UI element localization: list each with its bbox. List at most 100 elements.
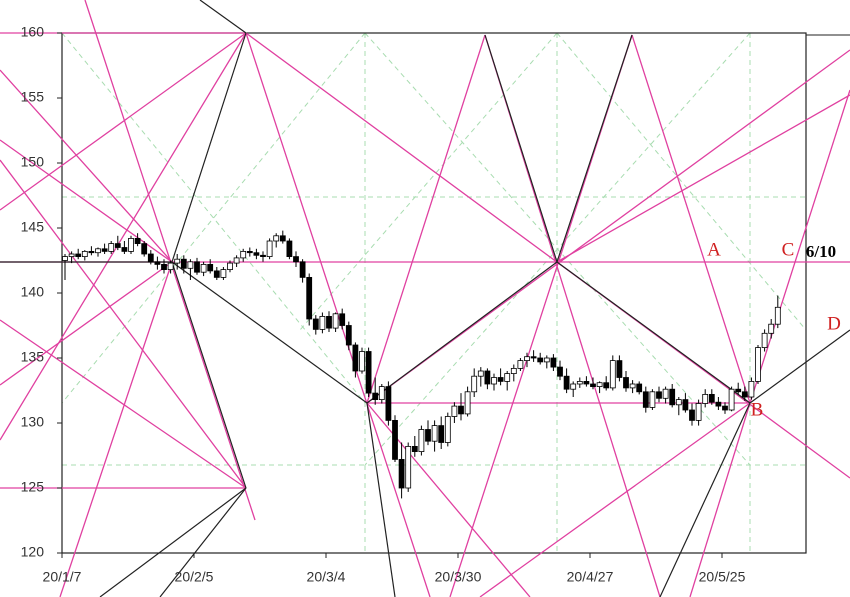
candle-body	[484, 370, 491, 385]
candle-body	[524, 356, 530, 362]
annotation: D	[827, 313, 841, 334]
candle-body	[583, 380, 590, 385]
candle-body	[682, 399, 689, 411]
candle-body	[326, 315, 332, 329]
candle-body	[62, 256, 68, 261]
candle-body	[563, 375, 570, 390]
candle-body	[279, 235, 286, 242]
x-tick-label: 20/3/4	[307, 569, 346, 585]
candle-body	[662, 388, 669, 399]
candle-body	[596, 382, 603, 388]
candle-body	[253, 252, 260, 256]
candle-body	[609, 360, 616, 389]
candle-body	[458, 405, 464, 415]
candle-body	[240, 250, 247, 259]
candle-body	[286, 240, 293, 257]
candle-body	[510, 367, 517, 374]
candle-body	[537, 357, 544, 363]
candle-body	[616, 360, 623, 378]
candle-body	[590, 383, 596, 387]
candle-body	[695, 403, 702, 421]
candle-body	[669, 388, 676, 406]
guide-lines	[61, 32, 807, 553]
candle-body	[774, 306, 781, 325]
candle-body	[451, 405, 458, 417]
candle-body	[715, 401, 722, 407]
candle-body	[299, 261, 306, 278]
candle-body	[273, 235, 280, 242]
candle-body	[623, 377, 629, 389]
candle-body	[405, 445, 412, 489]
candle-body	[748, 380, 755, 398]
candle-body	[431, 425, 438, 442]
candle-body	[372, 392, 379, 401]
y-tick-label: 135	[21, 349, 45, 365]
candle-body	[530, 356, 537, 359]
candle-body	[187, 261, 194, 269]
candle-body	[154, 261, 161, 265]
candle-body	[68, 253, 75, 257]
candle-body	[332, 313, 339, 329]
candle-body	[722, 405, 728, 411]
candle-body	[114, 243, 121, 248]
candle-body	[438, 425, 445, 443]
y-tick-label: 150	[21, 154, 45, 170]
candle-body	[306, 276, 313, 320]
candle-body	[550, 357, 557, 368]
candle-body	[570, 383, 577, 390]
candle-body	[741, 391, 748, 398]
candle-body	[504, 373, 511, 382]
candle-body	[233, 257, 240, 264]
candle-body	[88, 250, 95, 254]
candle-body	[656, 391, 662, 399]
candle-body	[444, 416, 451, 443]
candle-body	[761, 332, 768, 348]
y-tick-label: 160	[21, 24, 45, 40]
candle-body	[207, 263, 214, 272]
y-tick-label: 125	[21, 479, 45, 495]
candle-body	[352, 344, 359, 372]
candle-body	[735, 388, 742, 393]
y-tick-label: 155	[21, 89, 45, 105]
candle-body	[702, 393, 709, 404]
x-tick-label: 20/1/7	[43, 569, 82, 585]
candle-body	[246, 250, 253, 254]
candle-body	[392, 419, 398, 460]
candle-body	[411, 445, 418, 452]
candle-body	[147, 253, 154, 263]
candle-body	[134, 237, 141, 244]
y-tick-label: 140	[21, 284, 45, 300]
x-tick-label: 20/3/30	[435, 569, 482, 585]
candle-body	[576, 380, 583, 385]
candle-body	[128, 237, 134, 252]
candle-body	[312, 318, 319, 330]
plot-frame	[61, 32, 807, 554]
candle-body	[768, 323, 775, 334]
candle-body	[200, 263, 207, 273]
candle-body	[464, 391, 471, 415]
candle-body	[180, 258, 187, 269]
candle-body	[293, 256, 299, 263]
candle-body	[161, 263, 167, 270]
candle-body	[557, 366, 563, 377]
candle-body	[675, 399, 682, 406]
candle-body	[194, 261, 200, 273]
candle-body	[543, 357, 550, 363]
candle-body	[629, 383, 636, 389]
candle-body	[708, 393, 715, 403]
candle-body	[174, 258, 181, 264]
candle-body	[339, 313, 346, 326]
annotation: 6/10	[806, 242, 836, 261]
candle-body	[378, 386, 385, 401]
annotation: A	[707, 239, 721, 260]
candle-body	[345, 325, 352, 346]
candle-body	[425, 429, 431, 442]
candle-body	[81, 250, 88, 257]
y-tick-label: 130	[21, 414, 45, 430]
candle-body	[75, 253, 82, 257]
y-tick-label: 145	[21, 219, 45, 235]
candle-body	[471, 375, 478, 393]
annotation: B	[751, 399, 764, 420]
